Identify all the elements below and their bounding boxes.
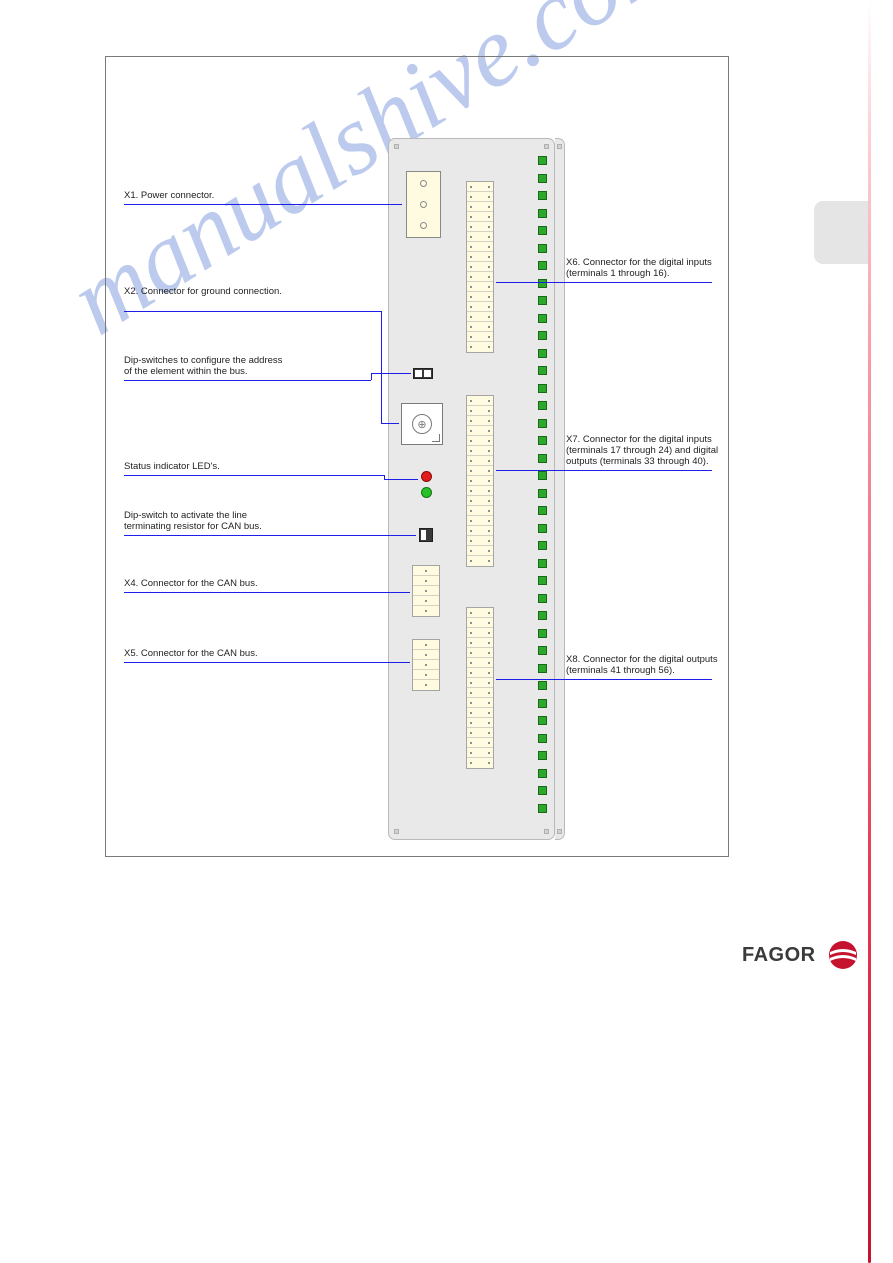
label-x5: X5. Connector for the CAN bus. bbox=[124, 649, 258, 660]
side-thumb-tab bbox=[814, 201, 868, 264]
leader-line bbox=[381, 423, 399, 424]
leader-line bbox=[381, 311, 382, 423]
connector-x7 bbox=[466, 395, 494, 567]
side-gradient-strip bbox=[868, 0, 871, 1263]
label-x7: X7. Connector for the digital inputs (te… bbox=[566, 435, 718, 468]
label-x2: X2. Connector for ground connection. bbox=[124, 287, 282, 298]
status-led-red bbox=[421, 471, 432, 482]
connector-x5-can bbox=[412, 639, 440, 691]
leader-line bbox=[384, 479, 418, 480]
leader-line bbox=[124, 204, 402, 205]
panel-corner-dot bbox=[544, 144, 549, 149]
panel-corner-dot bbox=[394, 144, 399, 149]
leader-line bbox=[124, 535, 416, 536]
dip-switch-terminator bbox=[419, 528, 433, 542]
connector-x8 bbox=[466, 607, 494, 769]
leader-line bbox=[124, 592, 410, 593]
leader-line bbox=[496, 470, 712, 471]
leader-line bbox=[496, 679, 712, 680]
connector-x1-power bbox=[406, 171, 441, 238]
leader-line bbox=[124, 311, 381, 312]
panel-corner-dot bbox=[394, 829, 399, 834]
leader-line bbox=[124, 662, 410, 663]
panel-corner-dot bbox=[557, 144, 562, 149]
connector-x2-ground: ⊕ bbox=[401, 403, 443, 445]
status-led-column bbox=[538, 156, 547, 821]
label-dip1: Dip-switch to activate the line terminat… bbox=[124, 511, 262, 533]
figure-frame: ⊕ X1. Power connector. X2. Connector for… bbox=[105, 56, 729, 857]
label-x4: X4. Connector for the CAN bus. bbox=[124, 579, 258, 590]
label-status: Status indicator LED's. bbox=[124, 462, 220, 473]
leader-line bbox=[371, 373, 372, 380]
brand-name: FAGOR bbox=[742, 944, 816, 967]
module-panel-edge bbox=[555, 138, 565, 840]
panel-corner-dot bbox=[544, 829, 549, 834]
label-x1: X1. Power connector. bbox=[124, 191, 214, 202]
dip-switch-address bbox=[413, 368, 433, 379]
leader-line bbox=[124, 475, 384, 476]
page: manualshive.com bbox=[0, 0, 893, 1263]
leader-line bbox=[496, 282, 712, 283]
label-x6: X6. Connector for the digital inputs (te… bbox=[566, 258, 712, 280]
leader-line bbox=[124, 380, 371, 381]
status-led-green bbox=[421, 487, 432, 498]
label-x8: X8. Connector for the digital outputs (t… bbox=[566, 655, 718, 677]
connector-x4-can bbox=[412, 565, 440, 617]
fagor-logo-icon bbox=[828, 940, 858, 970]
connector-x6 bbox=[466, 181, 494, 353]
label-dip2: Dip-switches to configure the address of… bbox=[124, 356, 282, 378]
leader-line bbox=[371, 373, 411, 374]
panel-corner-dot bbox=[557, 829, 562, 834]
